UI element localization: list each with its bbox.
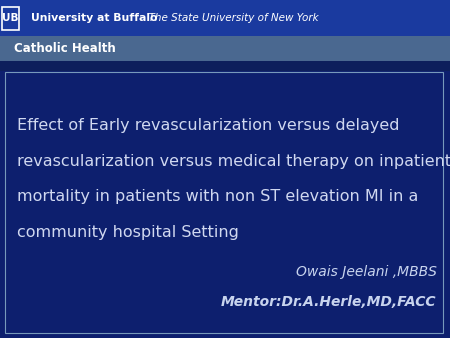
- Text: revascularization versus medical therapy on inpatient: revascularization versus medical therapy…: [17, 154, 450, 169]
- Bar: [0, 61, 450, 71]
- Text: Mentor:Dr.A.Herle,MD,FACC: Mentor:Dr.A.Herle,MD,FACC: [221, 295, 436, 309]
- Text: Catholic Health: Catholic Health: [14, 42, 116, 55]
- Text: The State University of New York: The State University of New York: [142, 13, 319, 23]
- FancyBboxPatch shape: [2, 7, 19, 30]
- Text: community hospital Setting: community hospital Setting: [17, 225, 239, 240]
- Text: University at Buffalo: University at Buffalo: [31, 13, 157, 23]
- Text: Effect of Early revascularization versus delayed: Effect of Early revascularization versus…: [17, 118, 400, 133]
- Bar: [0, 36, 450, 61]
- Bar: [0, 0, 450, 36]
- Text: UB: UB: [2, 13, 18, 23]
- Text: Owais Jeelani ,MBBS: Owais Jeelani ,MBBS: [296, 265, 436, 279]
- Text: mortality in patients with non ST elevation MI in a: mortality in patients with non ST elevat…: [17, 189, 419, 204]
